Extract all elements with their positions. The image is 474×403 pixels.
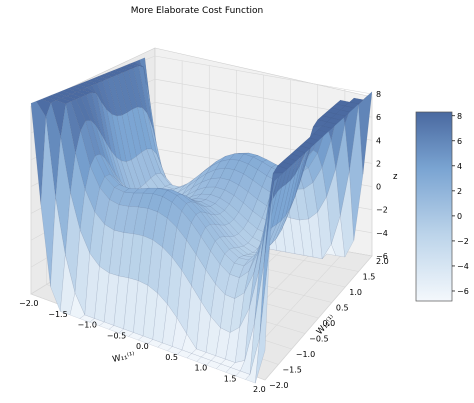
colorbar-tick-label: 2 (457, 187, 462, 196)
y-tick-label: 0.5 (336, 304, 349, 313)
surface-facet (322, 121, 337, 129)
x-tick-label: 2.0 (253, 385, 266, 394)
z-axis-label: z (393, 172, 398, 182)
x-tick-label: −1.0 (78, 321, 97, 330)
y-tick-label: 1.5 (363, 273, 376, 282)
y-tick-label: −0.5 (309, 335, 328, 344)
x-tick-label: −2.0 (19, 299, 38, 308)
colorbar-ticks: 8 6 4 2 0 −2 −4 −6 (452, 112, 469, 296)
y-tick-label: 2.0 (376, 257, 389, 266)
z-tick-label: 0 (376, 183, 381, 192)
surface-facet (286, 153, 302, 162)
chart-title: More Elaborate Cost Function (131, 6, 263, 16)
y-tick-label: −1.0 (296, 350, 315, 359)
colorbar-tick-label: −6 (457, 287, 469, 296)
x-tick-label: −1.5 (48, 310, 67, 319)
colorbar: 8 6 4 2 0 −2 −4 −6 (415, 111, 469, 302)
colorbar-tick-label: 0 (457, 212, 462, 221)
x-axis-label: W₁₁⁽¹⁾ (112, 350, 136, 365)
colorbar-tick-label: 4 (457, 162, 462, 171)
colorbar-tick-label: 6 (457, 137, 462, 146)
z-tick-label: −2 (376, 206, 388, 215)
y-axis-ticks: −2.0 −1.5 −1.0 −0.5 0.00.51.01.52.0 (269, 257, 389, 390)
x-tick-label: −0.5 (107, 331, 126, 340)
z-tick-label: 8 (376, 90, 381, 99)
surface-plot (30, 57, 373, 384)
surface-facet (299, 141, 315, 149)
z-tick-label: −6 (376, 252, 388, 261)
colorbar-tick-label: 8 (457, 112, 462, 121)
z-tick-label: 2 (376, 159, 381, 168)
surface-facet (264, 176, 279, 263)
x-tick-label: 1.0 (195, 364, 208, 373)
y-tick-label: 1.0 (349, 288, 362, 297)
x-tick-label: 1.5 (224, 374, 237, 383)
surface-facet (290, 149, 306, 158)
colorbar-tick-label: −4 (457, 262, 469, 271)
x-axis-ticks: −2.0 −1.5 −1.0 −0.5 0.0 0.5 1.0 1.5 2.0 (19, 299, 266, 394)
z-tick-label: 6 (376, 113, 381, 122)
z-tick-label: 4 (376, 136, 381, 145)
surface-facet (277, 161, 293, 170)
colorbar-tick-label: −2 (457, 237, 469, 246)
y-tick-label: −2.0 (269, 381, 288, 390)
surface-facet (255, 246, 270, 384)
z-axis-ticks: −6 −4 −2 0 2 4 6 8 (376, 90, 388, 261)
x-tick-label: 0.5 (165, 353, 178, 362)
y-tick-label: −1.5 (282, 366, 301, 375)
surface-facet (295, 145, 311, 153)
z-tick-label: −4 (376, 229, 388, 238)
y-tick-label: 0.0 (323, 319, 336, 328)
surface-facet (304, 137, 319, 145)
colorbar-gradient (415, 111, 453, 302)
grid-line (264, 255, 373, 381)
x-tick-label: 0.0 (136, 342, 149, 351)
surface-facet (358, 91, 373, 175)
